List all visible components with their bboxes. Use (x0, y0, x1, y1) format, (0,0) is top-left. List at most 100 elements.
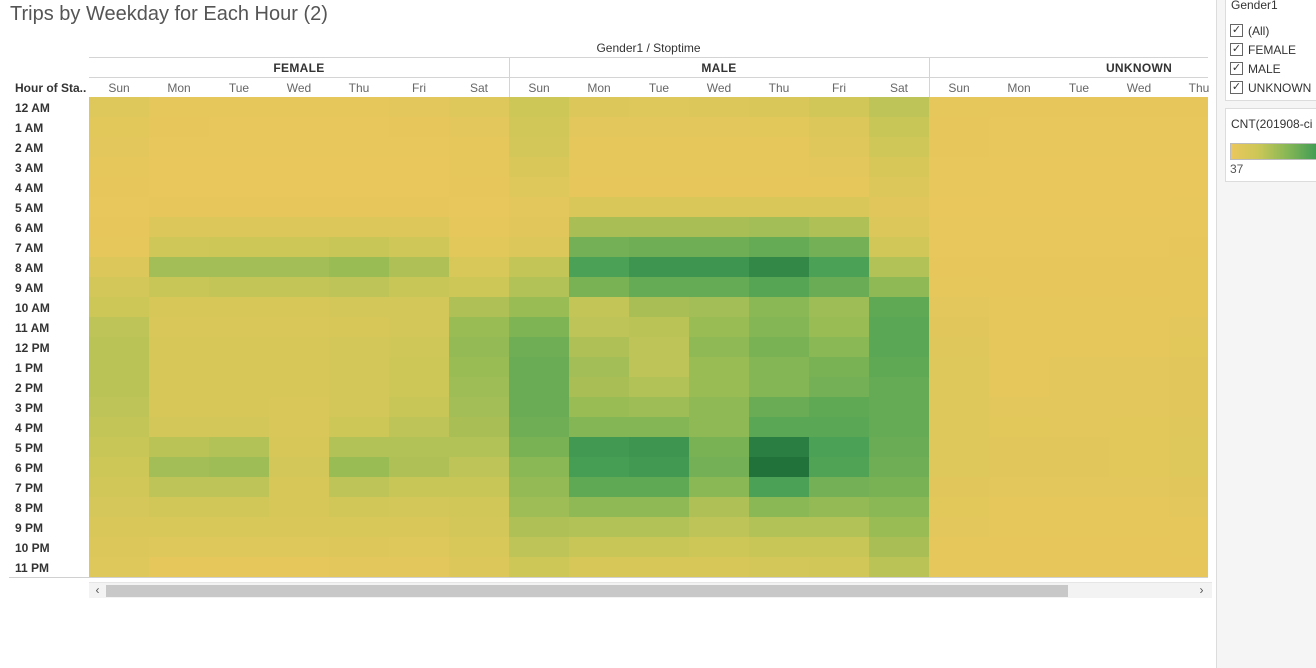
scroll-thumb[interactable] (106, 585, 1068, 597)
heatmap-cell-male-sat-1am[interactable] (869, 117, 929, 137)
heatmap-cell-male-mon-11am[interactable] (569, 317, 629, 337)
heatmap-cell-female-sun-4am[interactable] (89, 177, 149, 197)
heatmap-cell-female-fri-11am[interactable] (389, 317, 449, 337)
heatmap-cell-male-sat-5pm[interactable] (869, 437, 929, 457)
heatmap-cell-female-mon-4pm[interactable] (149, 417, 209, 437)
heatmap-cell-female-thu-12am[interactable] (329, 97, 389, 117)
heatmap-cell-male-thu-4pm[interactable] (749, 417, 809, 437)
day-label-unknown-sun[interactable]: Sun (948, 81, 970, 95)
heatmap-cell-male-tue-12pm[interactable] (629, 337, 689, 357)
heatmap-cell-female-sun-9pm[interactable] (89, 517, 149, 537)
heatmap-cell-female-sun-2am[interactable] (89, 137, 149, 157)
heatmap-cell-unknown-mon-9pm[interactable] (989, 517, 1049, 537)
heatmap-cell-unknown-wed-8pm[interactable] (1109, 497, 1169, 517)
heatmap-cell-male-wed-1pm[interactable] (689, 357, 749, 377)
heatmap-cell-male-sat-6am[interactable] (869, 217, 929, 237)
checkbox-icon[interactable]: ✓ (1230, 62, 1243, 76)
heatmap-cell-unknown-wed-11pm[interactable] (1109, 557, 1169, 577)
heatmap-cell-female-wed-5pm[interactable] (269, 437, 329, 457)
heatmap-cell-female-thu-11am[interactable] (329, 317, 389, 337)
heatmap-cell-male-tue-2am[interactable] (629, 137, 689, 157)
day-label-female-thu[interactable]: Thu (348, 81, 370, 95)
heatmap-cell-female-sun-6pm[interactable] (89, 457, 149, 477)
heatmap-cell-unknown-sun-1am[interactable] (929, 117, 989, 137)
heatmap-cell-unknown-sun-9pm[interactable] (929, 517, 989, 537)
heatmap-cell-unknown-thu-5pm[interactable] (1169, 437, 1208, 457)
heatmap-cell-male-sun-4am[interactable] (509, 177, 569, 197)
heatmap-cell-female-tue-4pm[interactable] (209, 417, 269, 437)
heatmap-cell-unknown-tue-5am[interactable] (1049, 197, 1109, 217)
hour-label-11am[interactable]: 11 AM (15, 321, 50, 335)
heatmap-cell-unknown-thu-3pm[interactable] (1169, 397, 1208, 417)
heatmap-cell-female-sun-9am[interactable] (89, 277, 149, 297)
heatmap-cell-male-sat-11pm[interactable] (869, 557, 929, 577)
heatmap-cell-unknown-wed-7am[interactable] (1109, 237, 1169, 257)
heatmap-cell-unknown-sun-5pm[interactable] (929, 437, 989, 457)
heatmap-cell-male-thu-5am[interactable] (749, 197, 809, 217)
heatmap-cell-female-thu-1pm[interactable] (329, 357, 389, 377)
heatmap-cell-male-tue-9am[interactable] (629, 277, 689, 297)
heatmap-cell-male-thu-2am[interactable] (749, 137, 809, 157)
hour-label-2pm[interactable]: 2 PM (15, 381, 44, 395)
heatmap-cell-female-tue-3am[interactable] (209, 157, 269, 177)
heatmap-cell-female-mon-1pm[interactable] (149, 357, 209, 377)
heatmap-cell-female-wed-10am[interactable] (269, 297, 329, 317)
heatmap-cell-unknown-tue-7am[interactable] (1049, 237, 1109, 257)
heatmap-cell-male-sat-12am[interactable] (869, 97, 929, 117)
heatmap-cell-unknown-tue-3am[interactable] (1049, 157, 1109, 177)
heatmap-cell-male-sun-7pm[interactable] (509, 477, 569, 497)
heatmap-cell-male-sat-4am[interactable] (869, 177, 929, 197)
heatmap-cell-female-sat-1pm[interactable] (449, 357, 509, 377)
group-label-female[interactable]: FEMALE (273, 61, 325, 75)
heatmap-cell-male-mon-8pm[interactable] (569, 497, 629, 517)
heatmap-cell-female-mon-8am[interactable] (149, 257, 209, 277)
heatmap-cell-male-fri-5am[interactable] (809, 197, 869, 217)
heatmap-cell-male-tue-7am[interactable] (629, 237, 689, 257)
heatmap-cell-female-thu-3pm[interactable] (329, 397, 389, 417)
heatmap-cell-female-wed-4am[interactable] (269, 177, 329, 197)
heatmap-cell-female-tue-7pm[interactable] (209, 477, 269, 497)
heatmap-cell-male-sun-11am[interactable] (509, 317, 569, 337)
heatmap-cell-male-fri-3am[interactable] (809, 157, 869, 177)
heatmap-cell-male-sat-10pm[interactable] (869, 537, 929, 557)
heatmap-cell-male-fri-8pm[interactable] (809, 497, 869, 517)
hour-label-5am[interactable]: 5 AM (15, 201, 44, 215)
heatmap-cell-male-thu-11pm[interactable] (749, 557, 809, 577)
heatmap-cell-female-tue-10am[interactable] (209, 297, 269, 317)
heatmap-cell-female-sat-9am[interactable] (449, 277, 509, 297)
heatmap-cell-female-fri-9pm[interactable] (389, 517, 449, 537)
hour-label-8pm[interactable]: 8 PM (15, 501, 44, 515)
heatmap-cell-unknown-sun-4am[interactable] (929, 177, 989, 197)
heatmap-cell-female-wed-8pm[interactable] (269, 497, 329, 517)
heatmap-cell-male-fri-1pm[interactable] (809, 357, 869, 377)
hour-label-12pm[interactable]: 12 PM (15, 341, 50, 355)
heatmap-cell-female-sun-12pm[interactable] (89, 337, 149, 357)
heatmap-cell-female-mon-8pm[interactable] (149, 497, 209, 517)
heatmap-cell-male-mon-3am[interactable] (569, 157, 629, 177)
heatmap-cell-unknown-thu-2am[interactable] (1169, 137, 1208, 157)
heatmap-cell-female-fri-1am[interactable] (389, 117, 449, 137)
heatmap-cell-female-mon-9am[interactable] (149, 277, 209, 297)
heatmap-cell-female-tue-1am[interactable] (209, 117, 269, 137)
scroll-right-arrow-icon[interactable]: › (1199, 583, 1204, 597)
heatmap-cell-unknown-sun-11pm[interactable] (929, 557, 989, 577)
heatmap-cell-female-sat-6pm[interactable] (449, 457, 509, 477)
heatmap-cell-male-tue-10pm[interactable] (629, 537, 689, 557)
heatmap-cell-female-thu-9am[interactable] (329, 277, 389, 297)
heatmap-cell-unknown-mon-11pm[interactable] (989, 557, 1049, 577)
heatmap-cell-male-wed-4pm[interactable] (689, 417, 749, 437)
heatmap-cell-unknown-mon-10pm[interactable] (989, 537, 1049, 557)
heatmap-cell-male-wed-10am[interactable] (689, 297, 749, 317)
heatmap-cell-female-sat-12pm[interactable] (449, 337, 509, 357)
heatmap-cell-female-thu-3am[interactable] (329, 157, 389, 177)
heatmap-cell-male-mon-4pm[interactable] (569, 417, 629, 437)
heatmap-cell-male-fri-4am[interactable] (809, 177, 869, 197)
heatmap-cell-female-sat-4am[interactable] (449, 177, 509, 197)
heatmap-cell-female-mon-6pm[interactable] (149, 457, 209, 477)
heatmap-cell-unknown-tue-4pm[interactable] (1049, 417, 1109, 437)
heatmap-cell-male-sat-11am[interactable] (869, 317, 929, 337)
heatmap-cell-female-mon-1am[interactable] (149, 117, 209, 137)
heatmap-cell-female-sun-5pm[interactable] (89, 437, 149, 457)
heatmap-cell-female-tue-5pm[interactable] (209, 437, 269, 457)
heatmap-cell-female-thu-12pm[interactable] (329, 337, 389, 357)
